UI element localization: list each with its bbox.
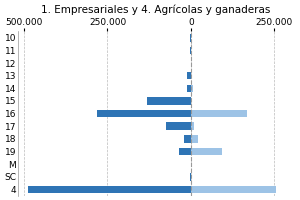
Bar [191,110,248,117]
Bar [148,97,191,105]
Bar [188,72,191,79]
Bar [191,186,276,193]
Bar [28,186,191,193]
Bar [190,34,191,42]
Bar [190,47,191,54]
Bar [98,110,191,117]
Title: 1. Empresariales y 4. Agrícolas y ganaderas: 1. Empresariales y 4. Agrícolas y ganade… [41,4,271,15]
Bar [191,85,194,92]
Bar [190,173,191,181]
Bar [179,148,191,155]
Bar [191,135,198,143]
Bar [191,122,194,130]
Bar [191,148,222,155]
Bar [166,122,191,130]
Bar [187,85,191,92]
Bar [184,135,191,143]
